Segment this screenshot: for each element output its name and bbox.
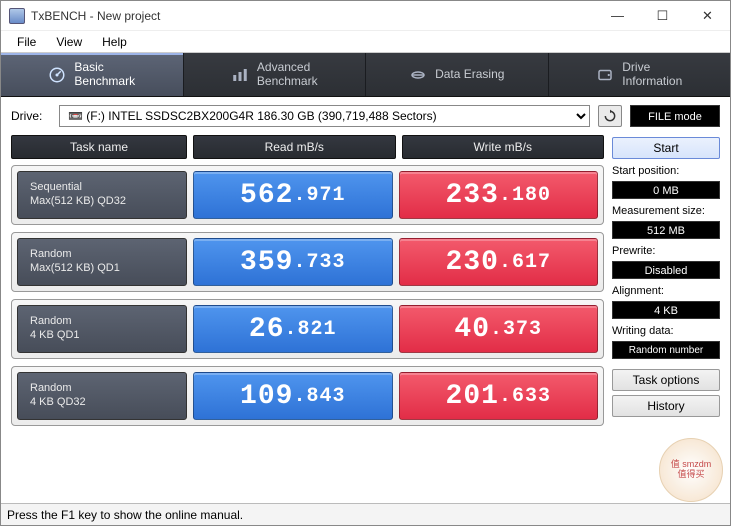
tab-drive-information[interactable]: Drive Information [549,53,731,96]
task-cell: Random Max(512 KB) QD1 [17,238,187,286]
window-title: TxBENCH - New project [31,9,595,23]
prewrite-value[interactable]: Disabled [612,261,720,279]
task-cell: Random 4 KB QD32 [17,372,187,420]
prewrite-label: Prewrite: [612,245,720,257]
task-options-button[interactable]: Task options [612,369,720,391]
tab-label: Data Erasing [435,68,504,81]
tab-label: Drive Information [622,61,682,87]
start-position-value[interactable]: 0 MB [612,181,720,199]
tabs-row: Basic Benchmark Advanced Benchmark Data … [1,53,730,97]
task-line2: 4 KB QD1 [30,329,174,343]
app-icon [9,8,25,24]
header-read: Read mB/s [193,135,396,159]
result-row: Random 4 KB QD32 109.843 201.633 [11,366,604,426]
benchmark-panel: Task name Read mB/s Write mB/s Sequentia… [11,135,604,426]
drive-select[interactable]: 📼 (F:) INTEL SSDSC2BX200G4R 186.30 GB (3… [59,105,590,127]
task-line2: Max(512 KB) QD1 [30,262,174,276]
watermark: 值 smzdm 值得买 [659,438,723,502]
start-button[interactable]: Start [612,137,720,159]
task-cell: Sequential Max(512 KB) QD32 [17,171,187,219]
read-value: 562.971 [193,171,393,219]
write-value: 40.373 [399,305,599,353]
menu-view[interactable]: View [46,33,92,51]
side-panel: Start Start position: 0 MB Measurement s… [612,135,720,426]
menu-file[interactable]: File [7,33,46,51]
drive-icon [596,66,614,84]
maximize-button[interactable]: ☐ [640,1,685,31]
tab-label: Basic Benchmark [74,61,135,87]
tab-label: Advanced Benchmark [257,61,318,87]
status-text: Press the F1 key to show the online manu… [7,508,243,522]
task-cell: Random 4 KB QD1 [17,305,187,353]
window-buttons: — ☐ ✕ [595,1,730,31]
status-bar: Press the F1 key to show the online manu… [1,503,730,525]
start-position-label: Start position: [612,165,720,177]
task-line1: Random [30,248,174,262]
result-row: Random Max(512 KB) QD1 359.733 230.617 [11,232,604,292]
task-line1: Random [30,382,174,396]
header-task: Task name [11,135,187,159]
task-line1: Random [30,315,174,329]
task-line2: 4 KB QD32 [30,396,174,410]
reload-button[interactable] [598,105,622,127]
tab-basic-benchmark[interactable]: Basic Benchmark [1,53,184,96]
column-headers: Task name Read mB/s Write mB/s [11,135,604,159]
alignment-label: Alignment: [612,285,720,297]
task-line2: Max(512 KB) QD32 [30,195,174,209]
minimize-button[interactable]: — [595,1,640,31]
history-button[interactable]: History [612,395,720,417]
menu-help[interactable]: Help [92,33,137,51]
read-value: 109.843 [193,372,393,420]
main-area: Task name Read mB/s Write mB/s Sequentia… [1,135,730,432]
drive-row: Drive: 📼 (F:) INTEL SSDSC2BX200G4R 186.3… [1,97,730,135]
gauge-icon [48,66,66,84]
tab-data-erasing[interactable]: Data Erasing [366,53,549,96]
bars-icon [231,66,249,84]
result-row: Sequential Max(512 KB) QD32 562.971 233.… [11,165,604,225]
reload-icon [603,109,617,123]
write-value: 230.617 [399,238,599,286]
file-mode-badge[interactable]: FILE mode [630,105,720,127]
writing-data-value[interactable]: Random number [612,341,720,359]
header-write: Write mB/s [402,135,605,159]
erase-icon [409,66,427,84]
task-line1: Sequential [30,181,174,195]
write-value: 233.180 [399,171,599,219]
title-bar: TxBENCH - New project — ☐ ✕ [1,1,730,31]
result-row: Random 4 KB QD1 26.821 40.373 [11,299,604,359]
measurement-size-label: Measurement size: [612,205,720,217]
drive-label: Drive: [11,109,51,123]
close-button[interactable]: ✕ [685,1,730,31]
menu-bar: File View Help [1,31,730,53]
measurement-size-value[interactable]: 512 MB [612,221,720,239]
write-value: 201.633 [399,372,599,420]
tab-advanced-benchmark[interactable]: Advanced Benchmark [184,53,367,96]
read-value: 26.821 [193,305,393,353]
writing-data-label: Writing data: [612,325,720,337]
read-value: 359.733 [193,238,393,286]
alignment-value[interactable]: 4 KB [612,301,720,319]
